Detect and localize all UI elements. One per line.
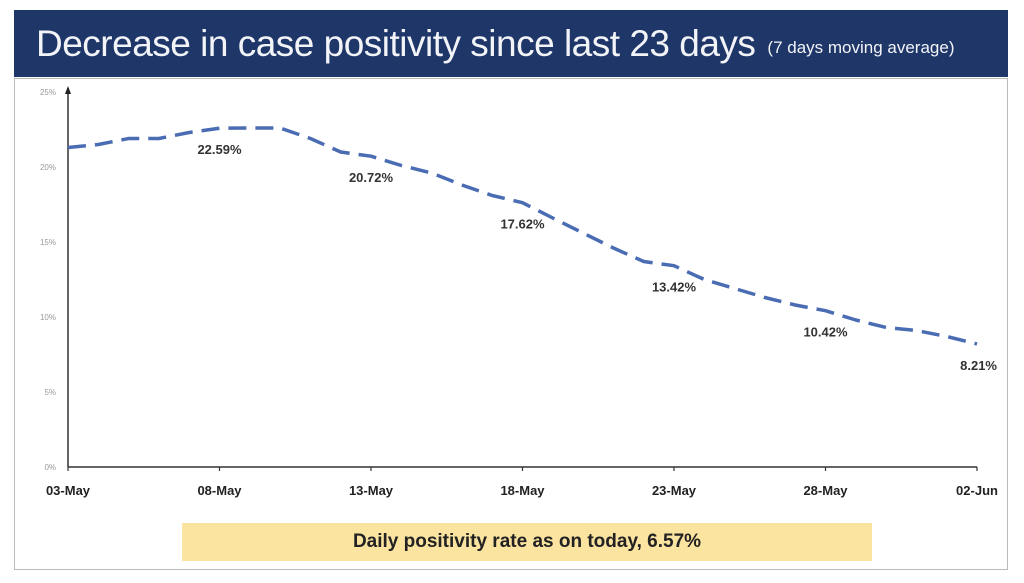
x-tick-label: 13-May (349, 483, 394, 498)
data-label: 13.42% (652, 280, 697, 295)
x-tick-label: 28-May (803, 483, 848, 498)
data-label: 20.72% (349, 170, 394, 185)
footer-text: Daily positivity rate as on today, 6.57% (352, 531, 702, 552)
y-tick-label: 0% (44, 463, 56, 472)
data-label: 8.21% (960, 358, 997, 373)
x-tick-label: 18-May (500, 483, 545, 498)
x-tick-label: 03-May (46, 483, 91, 498)
data-label: 10.42% (803, 325, 848, 340)
y-tick-label: 15% (40, 238, 56, 247)
x-tick-label: 02-Jun (956, 483, 998, 498)
y-tick-label: 5% (44, 388, 56, 397)
daily-positivity-callout: Daily positivity rate as on today, 6.57% (182, 523, 872, 561)
data-label: 22.59% (197, 142, 242, 157)
y-tick-label: 10% (40, 313, 56, 322)
data-label: 17.62% (500, 217, 545, 232)
x-tick-label: 23-May (652, 483, 697, 498)
chart-title: Decrease in case positivity since last 2… (36, 22, 756, 64)
y-tick-label: 25% (40, 88, 56, 97)
x-tick-label: 08-May (197, 483, 242, 498)
y-axis-arrow (65, 86, 71, 94)
y-tick-label: 20% (40, 163, 56, 172)
title-banner: Decrease in case positivity since last 2… (14, 10, 1008, 77)
series-line (67, 126, 978, 346)
chart-subtitle: (7 days moving average) (767, 37, 955, 57)
chart-frame (14, 78, 1008, 570)
